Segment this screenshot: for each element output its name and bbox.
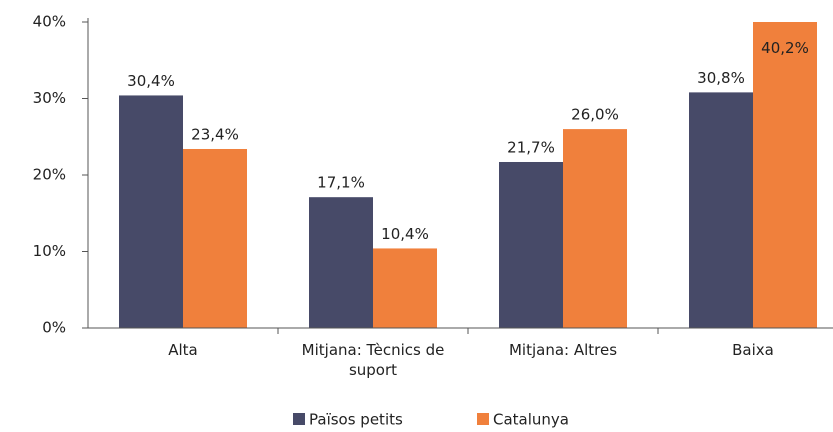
x-tick-label: Mitjana: Tècnics de suport (301, 341, 445, 379)
data-label: 10,4% (381, 225, 429, 243)
data-label: 30,4% (127, 72, 175, 90)
bar (753, 22, 817, 328)
data-label: 23,4% (191, 125, 239, 143)
bar (689, 92, 753, 328)
data-label: 30,8% (697, 69, 745, 87)
y-tick-label: 10% (33, 242, 66, 260)
plot-area (119, 22, 817, 328)
data-label: 21,7% (507, 138, 555, 156)
bar (309, 197, 373, 328)
y-tick-label: 30% (33, 89, 66, 107)
legend-swatch (477, 413, 489, 425)
data-label: 40,2% (761, 39, 809, 57)
bar (499, 161, 563, 328)
data-label: 17,1% (317, 174, 365, 192)
y-tick-label: 0% (42, 319, 66, 337)
legend-swatch (293, 413, 305, 425)
bar (563, 129, 627, 328)
legend-label: Països petits (309, 411, 403, 429)
bar (183, 148, 247, 328)
x-tick-label: Mitjana: Altres (508, 341, 618, 359)
y-tick-label: 20% (33, 166, 66, 184)
legend-label: Catalunya (493, 411, 569, 429)
y-tick-label: 40% (33, 13, 66, 31)
x-tick-label: Alta (168, 341, 198, 359)
data-label: 26,0% (571, 106, 619, 124)
bar (373, 248, 437, 328)
x-tick-label: Baixa (732, 341, 774, 359)
bar (119, 95, 183, 328)
